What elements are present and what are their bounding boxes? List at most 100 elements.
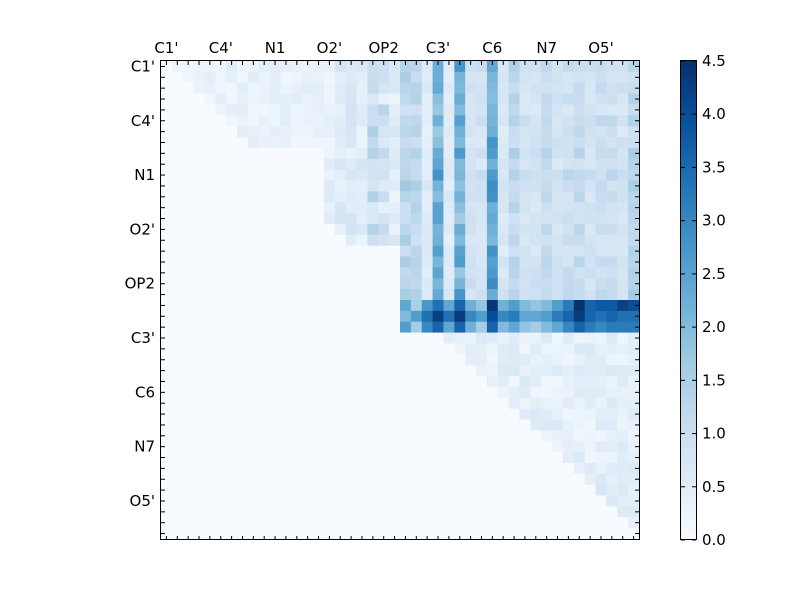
heatmap-cell	[421, 517, 433, 529]
heatmap-cell	[269, 310, 281, 323]
heatmap-cell	[595, 191, 607, 203]
heatmap-cell	[508, 61, 520, 73]
heatmap-cell	[356, 278, 368, 290]
heatmap-cell	[606, 397, 618, 410]
heatmap-cell	[454, 180, 466, 192]
heatmap-cell	[226, 386, 238, 399]
heatmap-cell	[171, 71, 184, 84]
heatmap-cell	[345, 354, 357, 366]
heatmap-cell	[465, 473, 477, 486]
heatmap-cell	[552, 332, 564, 344]
heatmap-cell	[258, 452, 271, 464]
heatmap-cell	[389, 452, 401, 464]
heatmap-cell	[378, 300, 390, 312]
heatmap-cell	[215, 82, 227, 94]
heatmap-cell	[226, 71, 238, 84]
heatmap-cell	[617, 365, 629, 377]
heatmap-cell	[389, 354, 401, 366]
heatmap-cell	[443, 386, 455, 399]
heatmap-cell	[291, 332, 303, 344]
heatmap-cell	[443, 61, 455, 73]
heatmap-cell	[595, 528, 607, 540]
heatmap-cell	[552, 354, 564, 366]
heatmap-cell	[443, 104, 455, 116]
heatmap-cell	[367, 354, 379, 366]
heatmap-cell	[454, 191, 466, 203]
heatmap-cell	[628, 137, 640, 149]
heatmap-cell	[628, 462, 640, 475]
heatmap-cell	[204, 191, 216, 203]
heatmap-cell	[215, 452, 227, 464]
heatmap-cell	[334, 484, 347, 496]
heatmap-cell	[617, 245, 629, 257]
colorbar-tick-label: 4.0	[702, 105, 726, 123]
heatmap-cell	[465, 484, 477, 496]
heatmap-cell	[584, 332, 596, 344]
heatmap-cell	[584, 310, 596, 323]
heatmap-cell	[432, 93, 444, 105]
heatmap-cell	[237, 310, 249, 323]
heatmap-cell	[171, 223, 184, 236]
heatmap-cell	[552, 278, 564, 290]
heatmap-cell	[410, 104, 423, 116]
heatmap-cell	[171, 354, 184, 366]
heatmap-cell	[356, 71, 368, 84]
heatmap-cell	[291, 126, 303, 138]
heatmap-cell	[237, 441, 249, 453]
heatmap-cell	[400, 115, 412, 127]
heatmap-cell	[291, 354, 303, 366]
heatmap-cell	[573, 354, 586, 366]
heatmap-cell	[628, 452, 640, 464]
heatmap-cell	[476, 71, 488, 84]
heatmap-cell	[193, 126, 205, 138]
heatmap-cell	[193, 234, 205, 247]
heatmap-cell	[367, 169, 379, 181]
heatmap-cell	[486, 71, 499, 84]
heatmap-cell	[421, 126, 433, 138]
heatmap-cell	[182, 278, 194, 290]
heatmap-cell	[552, 256, 564, 268]
heatmap-cell	[291, 528, 303, 540]
heatmap-cell	[541, 386, 553, 399]
heatmap-cell	[541, 202, 553, 214]
heatmap-cell	[356, 202, 368, 214]
heatmap-cell	[345, 169, 357, 181]
heatmap-cell	[486, 180, 499, 192]
heatmap-cell	[269, 223, 281, 236]
heatmap-cell	[302, 213, 314, 225]
heatmap-cell	[443, 495, 455, 507]
heatmap-cell	[465, 234, 477, 247]
heatmap-cell	[421, 289, 433, 301]
heatmap-cell	[476, 223, 488, 236]
heatmap-cell	[486, 202, 499, 214]
heatmap-cell	[280, 202, 292, 214]
heatmap-cell	[280, 147, 292, 160]
heatmap-cell	[508, 343, 520, 355]
heatmap-cell	[552, 158, 564, 171]
heatmap-cell	[486, 452, 499, 464]
heatmap-cell	[628, 82, 640, 94]
heatmap-cell	[313, 376, 325, 388]
heatmap-cell	[193, 115, 205, 127]
heatmap-cell	[497, 223, 510, 236]
heatmap-cell	[617, 234, 629, 247]
heatmap-cell	[258, 354, 271, 366]
heatmap-cell	[258, 82, 271, 94]
heatmap-cell	[269, 365, 281, 377]
heatmap-cell	[508, 126, 520, 138]
heatmap-cell	[193, 495, 205, 507]
heatmap-cell	[454, 397, 466, 410]
heatmap-cell	[573, 452, 586, 464]
heatmap-cell	[182, 71, 194, 84]
heatmap-cell	[313, 506, 325, 518]
heatmap-cell	[443, 441, 455, 453]
heatmap-cell	[519, 343, 531, 355]
heatmap-cell	[334, 158, 347, 171]
heatmap-cell	[367, 473, 379, 486]
heatmap-cell	[367, 278, 379, 290]
heatmap-cell	[345, 365, 357, 377]
heatmap-cell	[269, 528, 281, 540]
heatmap-cell	[226, 147, 238, 160]
heatmap-cell	[302, 180, 314, 192]
